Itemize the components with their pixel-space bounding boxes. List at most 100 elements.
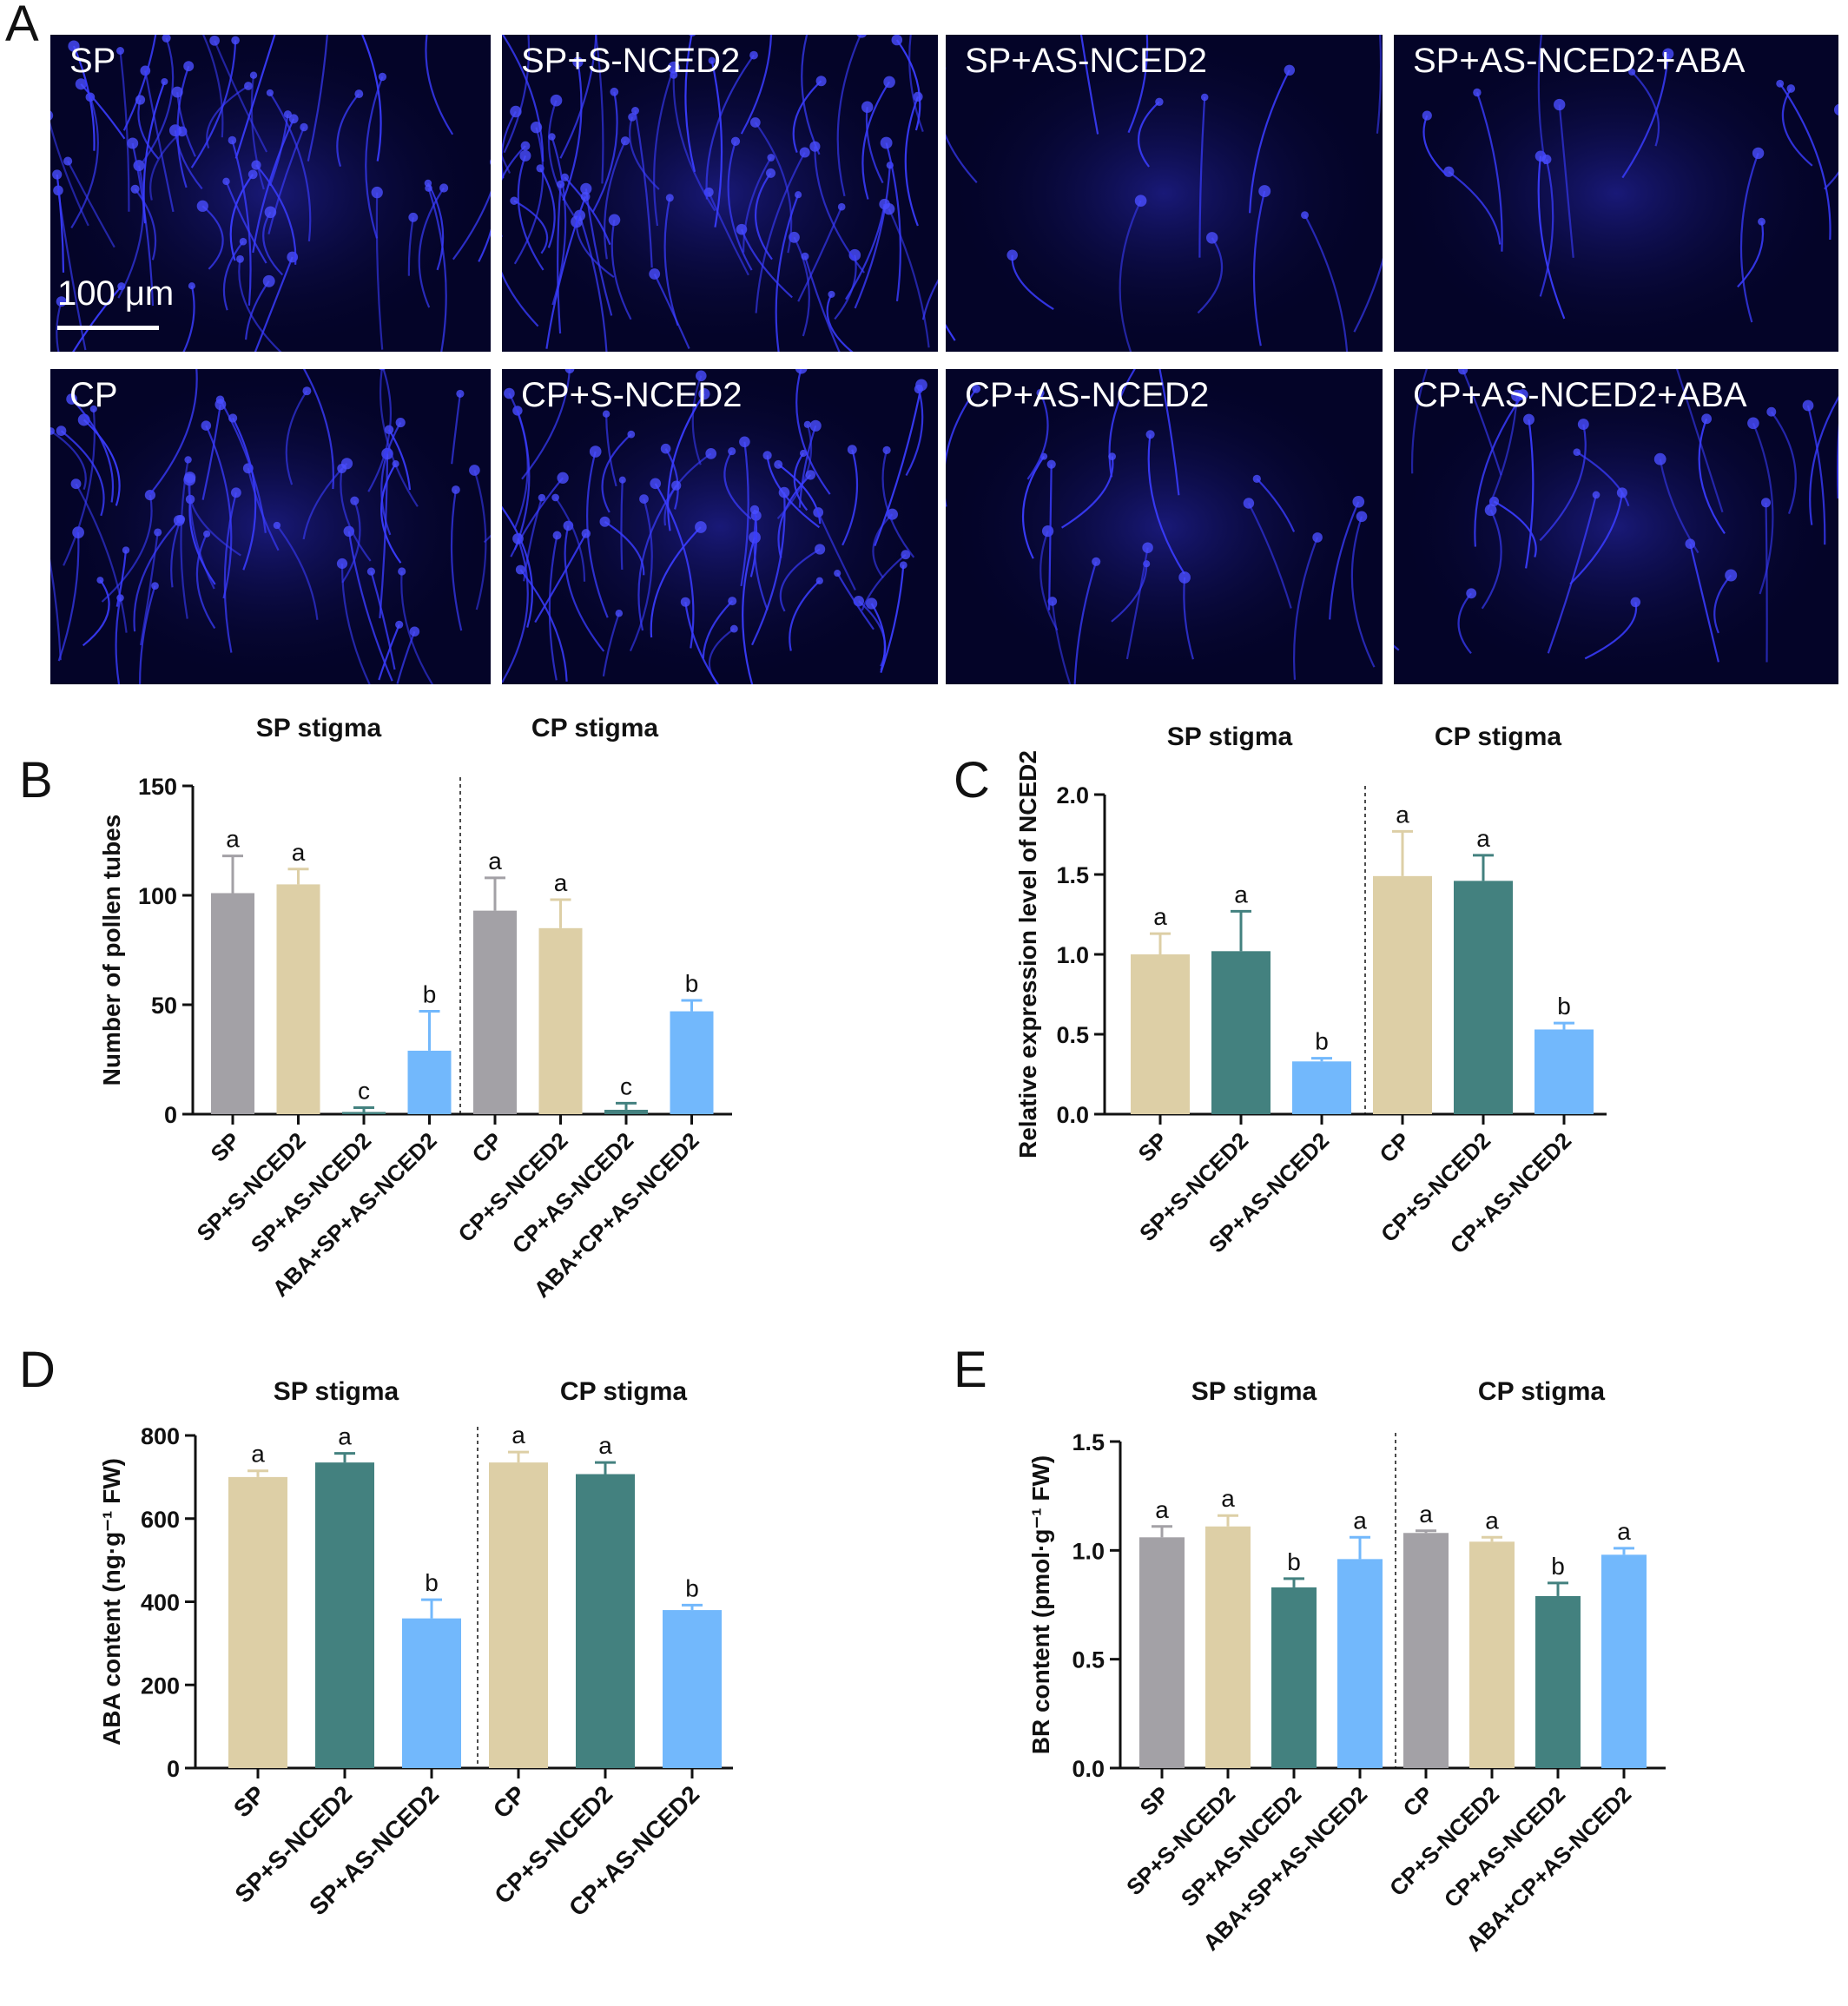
y-tick-label: 800 <box>141 1423 180 1449</box>
y-tick-label: 150 <box>138 774 177 800</box>
micrograph-image: CP+S-NCED2 <box>502 369 938 684</box>
bar-e-4 <box>1403 1533 1449 1768</box>
y-tick-label: 1.0 <box>1072 1538 1105 1564</box>
scale-bar-label: 100 μm <box>57 274 175 313</box>
bar-c-4 <box>1454 881 1513 1114</box>
y-axis-label: Relative expression level of NCED2 <box>1014 750 1041 1158</box>
significance-letter: b <box>1315 1028 1329 1055</box>
bar-e-5 <box>1469 1541 1515 1768</box>
micrograph-texture <box>1394 369 1838 684</box>
bar-d-3 <box>489 1462 548 1768</box>
x-tick-label: SP+AS-NCED2 <box>246 1127 376 1257</box>
y-tick-label: 1.0 <box>1056 942 1089 968</box>
bar-e-3 <box>1337 1559 1383 1768</box>
bar-b-3 <box>407 1050 452 1114</box>
bar-d-1 <box>315 1462 374 1768</box>
y-tick-label: 0.0 <box>1056 1102 1089 1128</box>
bar-e-2 <box>1271 1587 1317 1768</box>
bar-b-7 <box>670 1011 714 1114</box>
significance-letter: a <box>1234 881 1248 907</box>
y-tick-label: 1.5 <box>1056 862 1089 888</box>
y-axis-label: Number of pollen tubes <box>98 815 125 1086</box>
significance-letter: a <box>1476 825 1490 852</box>
x-tick-label: SP <box>206 1127 246 1167</box>
y-axis-label: BR content (pmol·g⁻¹ FW) <box>1027 1455 1054 1754</box>
group-title: SP stigma <box>274 1377 399 1406</box>
bar-d-5 <box>663 1610 722 1768</box>
y-tick-label: 400 <box>141 1590 180 1616</box>
bar-e-7 <box>1601 1554 1647 1768</box>
significance-letter: a <box>1396 801 1409 828</box>
micrograph-image: SP+AS-NCED2 <box>946 35 1383 352</box>
micrograph-texture <box>946 369 1383 684</box>
bar-b-1 <box>276 884 320 1114</box>
bar-d-2 <box>402 1618 461 1768</box>
bar-c-1 <box>1211 951 1270 1114</box>
y-tick-label: 0 <box>164 1102 177 1128</box>
significance-letter: a <box>1353 1507 1367 1534</box>
y-axis-label: ABA content (ng·g⁻¹ FW) <box>98 1458 125 1745</box>
x-tick-label: SP <box>228 1780 270 1822</box>
bar-e-1 <box>1205 1526 1251 1768</box>
micrograph-texture <box>946 35 1383 352</box>
y-tick-label: 100 <box>138 883 177 909</box>
y-tick-label: 0.0 <box>1072 1756 1105 1782</box>
y-tick-label: 0 <box>167 1756 180 1782</box>
significance-letter: a <box>512 1422 525 1448</box>
group-title: CP stigma <box>560 1377 687 1406</box>
scale-bar <box>57 326 159 330</box>
significance-letter: c <box>358 1077 370 1104</box>
micrograph-label: SP+AS-NCED2+ABA <box>1413 42 1746 80</box>
group-title: CP stigma <box>531 714 658 742</box>
micrograph-image: CP+AS-NCED2+ABA <box>1394 369 1838 684</box>
y-tick-label: 2.0 <box>1056 782 1089 808</box>
bar-c-0 <box>1131 954 1190 1114</box>
significance-letter: b <box>685 1574 699 1601</box>
micrograph-image: CP+AS-NCED2 <box>946 369 1383 684</box>
significance-letter: a <box>488 848 502 874</box>
panel-letter-c: C <box>954 752 990 808</box>
bar-d-0 <box>228 1476 287 1768</box>
micrograph-texture <box>502 369 938 684</box>
bar-b-2 <box>342 1112 386 1114</box>
bar-c-3 <box>1373 875 1432 1114</box>
x-tick-label: SP <box>1133 1127 1173 1167</box>
significance-letter: a <box>1617 1518 1631 1545</box>
group-title: CP stigma <box>1478 1377 1605 1406</box>
y-tick-label: 50 <box>151 993 177 1019</box>
bar-e-6 <box>1535 1595 1581 1768</box>
x-tick-label: CP <box>488 1780 531 1823</box>
significance-letter: a <box>1153 903 1167 930</box>
micrograph-label: SP+AS-NCED2 <box>965 42 1207 80</box>
x-tick-label: SP+AS-NCED2 <box>1176 1781 1306 1911</box>
micrograph-label: CP+AS-NCED2+ABA <box>1413 376 1747 414</box>
y-tick-label: 0.5 <box>1056 1022 1089 1048</box>
panel-letter-e: E <box>954 1342 987 1398</box>
micrograph-label: SP+S-NCED2 <box>521 42 741 80</box>
significance-letter: a <box>1221 1485 1235 1512</box>
group-title: SP stigma <box>1191 1377 1317 1406</box>
micrograph-label: CP+S-NCED2 <box>521 376 742 414</box>
significance-letter: b <box>1557 993 1571 1019</box>
y-tick-label: 200 <box>141 1673 180 1699</box>
significance-letter: a <box>251 1441 265 1468</box>
micrograph-texture <box>50 35 491 352</box>
significance-letter: b <box>685 970 699 997</box>
significance-letter: a <box>338 1423 352 1450</box>
panel-letter-d: D <box>19 1342 56 1398</box>
bar-b-5 <box>538 927 583 1114</box>
y-tick-label: 600 <box>141 1507 180 1533</box>
significance-letter: a <box>554 869 568 896</box>
y-tick-label: 0.5 <box>1072 1647 1105 1673</box>
significance-letter: b <box>1551 1553 1565 1580</box>
x-tick-label: CP <box>1397 1781 1438 1822</box>
group-title: SP stigma <box>256 714 382 742</box>
bar-c-5 <box>1534 1029 1594 1114</box>
significance-letter: a <box>1485 1507 1499 1534</box>
micrograph-texture <box>1394 35 1838 352</box>
bar-b-4 <box>473 910 517 1114</box>
bar-e-0 <box>1139 1537 1185 1768</box>
panel-letter-b: B <box>19 752 53 808</box>
